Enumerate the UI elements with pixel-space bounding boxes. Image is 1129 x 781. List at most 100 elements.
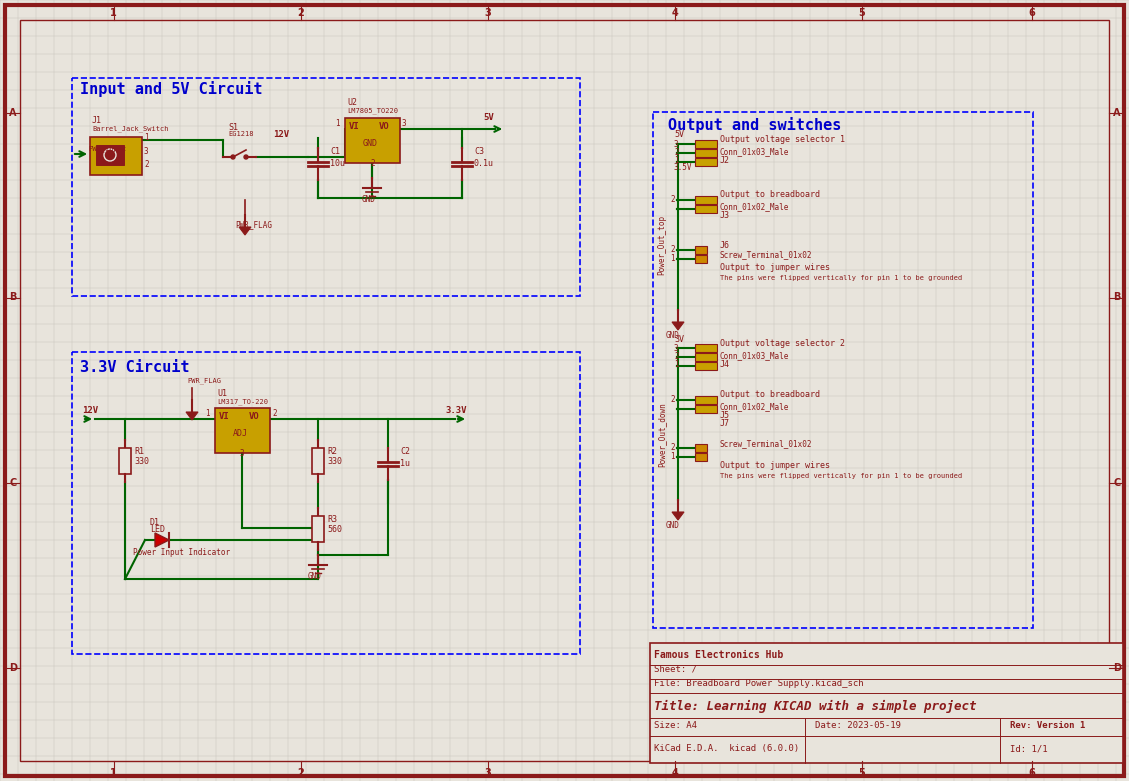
Text: Screw_Terminal_01x02: Screw_Terminal_01x02 bbox=[720, 439, 813, 448]
Text: KiCad E.D.A.  kicad (6.0.0): KiCad E.D.A. kicad (6.0.0) bbox=[654, 744, 799, 753]
Text: R2: R2 bbox=[327, 447, 336, 456]
Text: 2: 2 bbox=[674, 352, 679, 361]
Bar bbox=[695, 396, 717, 404]
Text: Date: 2023-05-19: Date: 2023-05-19 bbox=[815, 721, 901, 730]
Text: 10u: 10u bbox=[330, 159, 345, 168]
Text: 5: 5 bbox=[858, 768, 865, 778]
Bar bbox=[650, 643, 1123, 763]
Text: VI: VI bbox=[349, 122, 360, 131]
Text: J2: J2 bbox=[720, 156, 730, 165]
Text: 4: 4 bbox=[671, 8, 677, 18]
Text: 1: 1 bbox=[669, 452, 675, 461]
Text: 2: 2 bbox=[297, 8, 304, 18]
Bar bbox=[695, 246, 707, 254]
Text: 2: 2 bbox=[297, 768, 304, 778]
Text: VO: VO bbox=[379, 122, 390, 131]
Bar bbox=[695, 149, 717, 157]
Text: PWR_Input: PWR_Input bbox=[88, 145, 126, 152]
Text: Output to breadboard: Output to breadboard bbox=[720, 190, 820, 199]
Bar bbox=[695, 158, 717, 166]
Circle shape bbox=[244, 155, 248, 159]
Text: File: Breadboard Power Supply.kicad_sch: File: Breadboard Power Supply.kicad_sch bbox=[654, 679, 864, 688]
Text: Output voltage selector 1: Output voltage selector 1 bbox=[720, 135, 844, 144]
Text: 2: 2 bbox=[370, 159, 375, 168]
Text: 5V: 5V bbox=[674, 130, 684, 139]
Polygon shape bbox=[672, 512, 684, 520]
Text: 4: 4 bbox=[671, 768, 677, 778]
Polygon shape bbox=[239, 227, 251, 235]
Text: 3: 3 bbox=[402, 119, 406, 128]
Text: The pins were flipped vertically for pin 1 to be grounded: The pins were flipped vertically for pin… bbox=[720, 275, 962, 281]
Text: 1: 1 bbox=[111, 768, 117, 778]
Bar bbox=[695, 255, 707, 263]
Text: U1: U1 bbox=[217, 389, 227, 398]
Text: 5: 5 bbox=[858, 8, 865, 18]
Bar bbox=[695, 344, 717, 352]
Text: The pins were flipped vertically for pin 1 to be grounded: The pins were flipped vertically for pin… bbox=[720, 473, 962, 479]
Text: R3: R3 bbox=[327, 515, 336, 524]
Text: B: B bbox=[9, 293, 17, 302]
Text: C: C bbox=[9, 477, 17, 487]
Text: Output and switches: Output and switches bbox=[668, 117, 841, 133]
Text: Famous Electronics Hub: Famous Electronics Hub bbox=[654, 650, 784, 660]
Text: Output to breadboard: Output to breadboard bbox=[720, 390, 820, 399]
Text: Sheet: /: Sheet: / bbox=[654, 665, 697, 674]
Text: LED: LED bbox=[150, 525, 165, 534]
Text: 2: 2 bbox=[674, 148, 679, 157]
Text: LM317_TO-220: LM317_TO-220 bbox=[217, 398, 268, 405]
Text: 1: 1 bbox=[669, 254, 675, 263]
Text: 2: 2 bbox=[669, 443, 675, 452]
Bar bbox=[72, 352, 580, 654]
Text: J3: J3 bbox=[720, 211, 730, 220]
Text: D: D bbox=[9, 663, 17, 673]
Text: PWR_FLAG: PWR_FLAG bbox=[187, 377, 221, 383]
Bar bbox=[695, 444, 707, 452]
Text: Conn_01x03_Male: Conn_01x03_Male bbox=[720, 147, 789, 156]
Text: 3.3V Circuit: 3.3V Circuit bbox=[80, 360, 190, 375]
Text: B: B bbox=[1113, 293, 1121, 302]
Text: 330: 330 bbox=[134, 457, 149, 466]
Text: 12V: 12V bbox=[82, 406, 98, 415]
Bar bbox=[695, 353, 717, 361]
Text: J7: J7 bbox=[720, 419, 730, 428]
Text: Title: Learning KICAD with a simple project: Title: Learning KICAD with a simple proj… bbox=[654, 700, 977, 713]
Text: EG1218: EG1218 bbox=[228, 131, 254, 137]
Text: Rev: Version 1: Rev: Version 1 bbox=[1010, 721, 1085, 730]
Text: 3.3V: 3.3V bbox=[445, 406, 466, 415]
Text: C2: C2 bbox=[400, 447, 410, 456]
Circle shape bbox=[231, 155, 235, 159]
Bar bbox=[695, 205, 717, 213]
Text: C3: C3 bbox=[474, 147, 484, 156]
Bar bbox=[695, 362, 717, 370]
Text: Power_Out_down: Power_Out_down bbox=[657, 403, 666, 467]
Text: D: D bbox=[1113, 663, 1121, 673]
Text: Power Input Indicator: Power Input Indicator bbox=[133, 548, 230, 557]
Text: 1u: 1u bbox=[400, 459, 410, 468]
Text: 3: 3 bbox=[145, 147, 149, 156]
Text: GND: GND bbox=[364, 139, 378, 148]
Text: Power_Out_top: Power_Out_top bbox=[657, 215, 666, 275]
Text: 1: 1 bbox=[674, 156, 679, 165]
Text: 6: 6 bbox=[1029, 768, 1035, 778]
Text: 560: 560 bbox=[327, 525, 342, 534]
Bar bbox=[90, 137, 142, 175]
Bar bbox=[215, 408, 270, 453]
Text: GND: GND bbox=[666, 521, 680, 530]
Text: 3: 3 bbox=[674, 344, 679, 353]
Text: VO: VO bbox=[250, 412, 260, 421]
Text: J5: J5 bbox=[720, 411, 730, 420]
Text: 1: 1 bbox=[674, 360, 679, 369]
Text: Size: A4: Size: A4 bbox=[654, 721, 697, 730]
Text: 2: 2 bbox=[145, 160, 149, 169]
Text: Id: 1/1: Id: 1/1 bbox=[1010, 744, 1048, 753]
Text: Output to jumper wires: Output to jumper wires bbox=[720, 263, 830, 272]
Text: Conn_01x02_Male: Conn_01x02_Male bbox=[720, 202, 789, 211]
Text: Barrel_Jack_Switch: Barrel_Jack_Switch bbox=[91, 125, 168, 132]
Text: 3: 3 bbox=[484, 8, 491, 18]
Bar bbox=[695, 453, 707, 461]
Text: 3V: 3V bbox=[674, 335, 684, 344]
Polygon shape bbox=[672, 322, 684, 330]
Text: J6: J6 bbox=[720, 241, 730, 250]
Text: 330: 330 bbox=[327, 457, 342, 466]
Text: J1: J1 bbox=[91, 116, 102, 125]
